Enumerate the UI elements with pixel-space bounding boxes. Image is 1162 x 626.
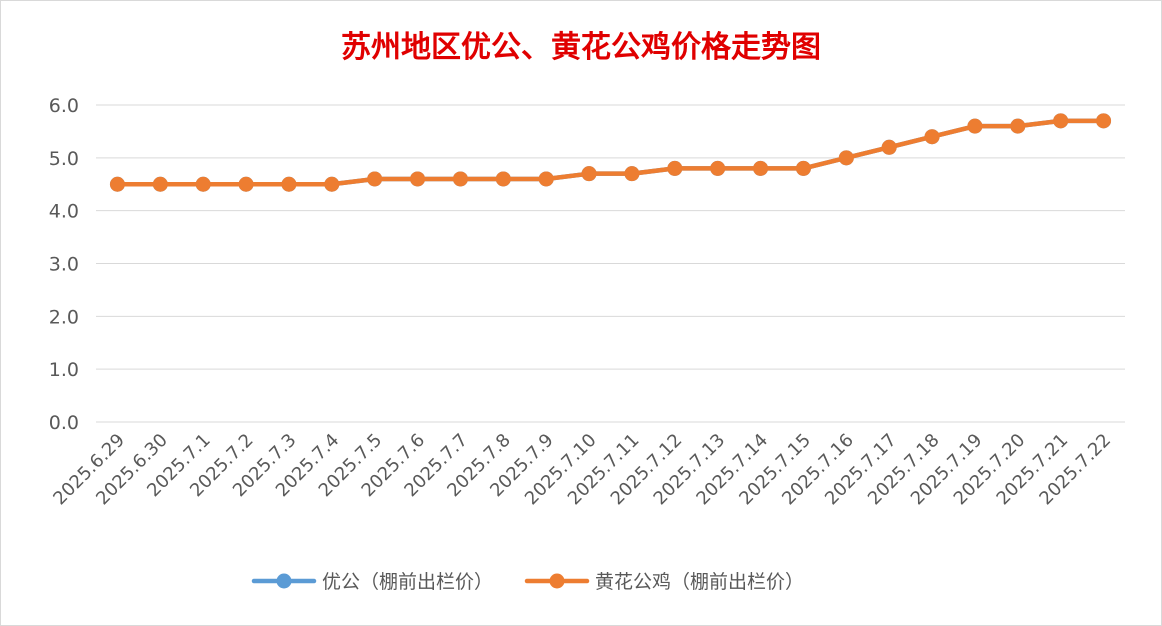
data-point: [452, 171, 468, 187]
data-point: [538, 171, 554, 187]
data-point: [324, 176, 340, 192]
legend-item: 黄花公鸡（棚前出栏价）: [524, 571, 804, 593]
data-point: [924, 129, 940, 145]
y-tick-label: 2.0: [49, 306, 79, 328]
y-tick-label: 1.0: [49, 359, 79, 381]
data-point: [710, 160, 726, 176]
series-line: [115, 118, 1106, 187]
y-tick-label: 6.0: [49, 95, 79, 117]
y-tick-label: 4.0: [49, 201, 79, 223]
data-point: [753, 160, 769, 176]
legend: 优公（棚前出栏价） 黄花公鸡（棚前出栏价）: [251, 571, 804, 593]
data-point: [195, 176, 211, 192]
data-point: [967, 118, 983, 134]
y-tick-label: 5.0: [49, 148, 79, 170]
data-point: [624, 166, 640, 182]
legend-item: 优公（棚前出栏价）: [251, 571, 493, 593]
grid-lines: [96, 104, 1125, 423]
data-point: [838, 150, 854, 166]
data-point: [795, 160, 811, 176]
data-point: [1053, 113, 1069, 129]
data-point: [1096, 113, 1112, 129]
series-1: [109, 113, 1112, 192]
data-point: [367, 171, 383, 187]
data-point: [281, 176, 297, 192]
data-point: [152, 176, 168, 192]
data-point: [238, 176, 254, 192]
legend-marker: [276, 573, 292, 589]
data-point: [410, 171, 426, 187]
data-point: [495, 171, 511, 187]
chart-title: 苏州地区优公、黄花公鸡价格走势图: [341, 30, 821, 65]
data-point: [109, 176, 125, 192]
data-point: [581, 166, 597, 182]
series-layer: [109, 113, 1112, 192]
y-axis-ticks: 0.0 1.0 2.0 3.0 4.0 5.0 6.0: [49, 95, 79, 434]
x-axis-ticks: 2025.6.292025.6.302025.7.12025.7.22025.7…: [49, 430, 1115, 510]
legend-label: 黄花公鸡（棚前出栏价）: [595, 571, 804, 593]
legend-label: 优公（棚前出栏价）: [322, 571, 493, 593]
legend-marker: [549, 573, 565, 589]
data-point: [881, 139, 897, 155]
y-tick-label: 3.0: [49, 254, 79, 276]
y-tick-label: 0.0: [49, 412, 79, 434]
data-point: [667, 160, 683, 176]
series-0: [109, 113, 1112, 192]
data-point: [1010, 118, 1026, 134]
